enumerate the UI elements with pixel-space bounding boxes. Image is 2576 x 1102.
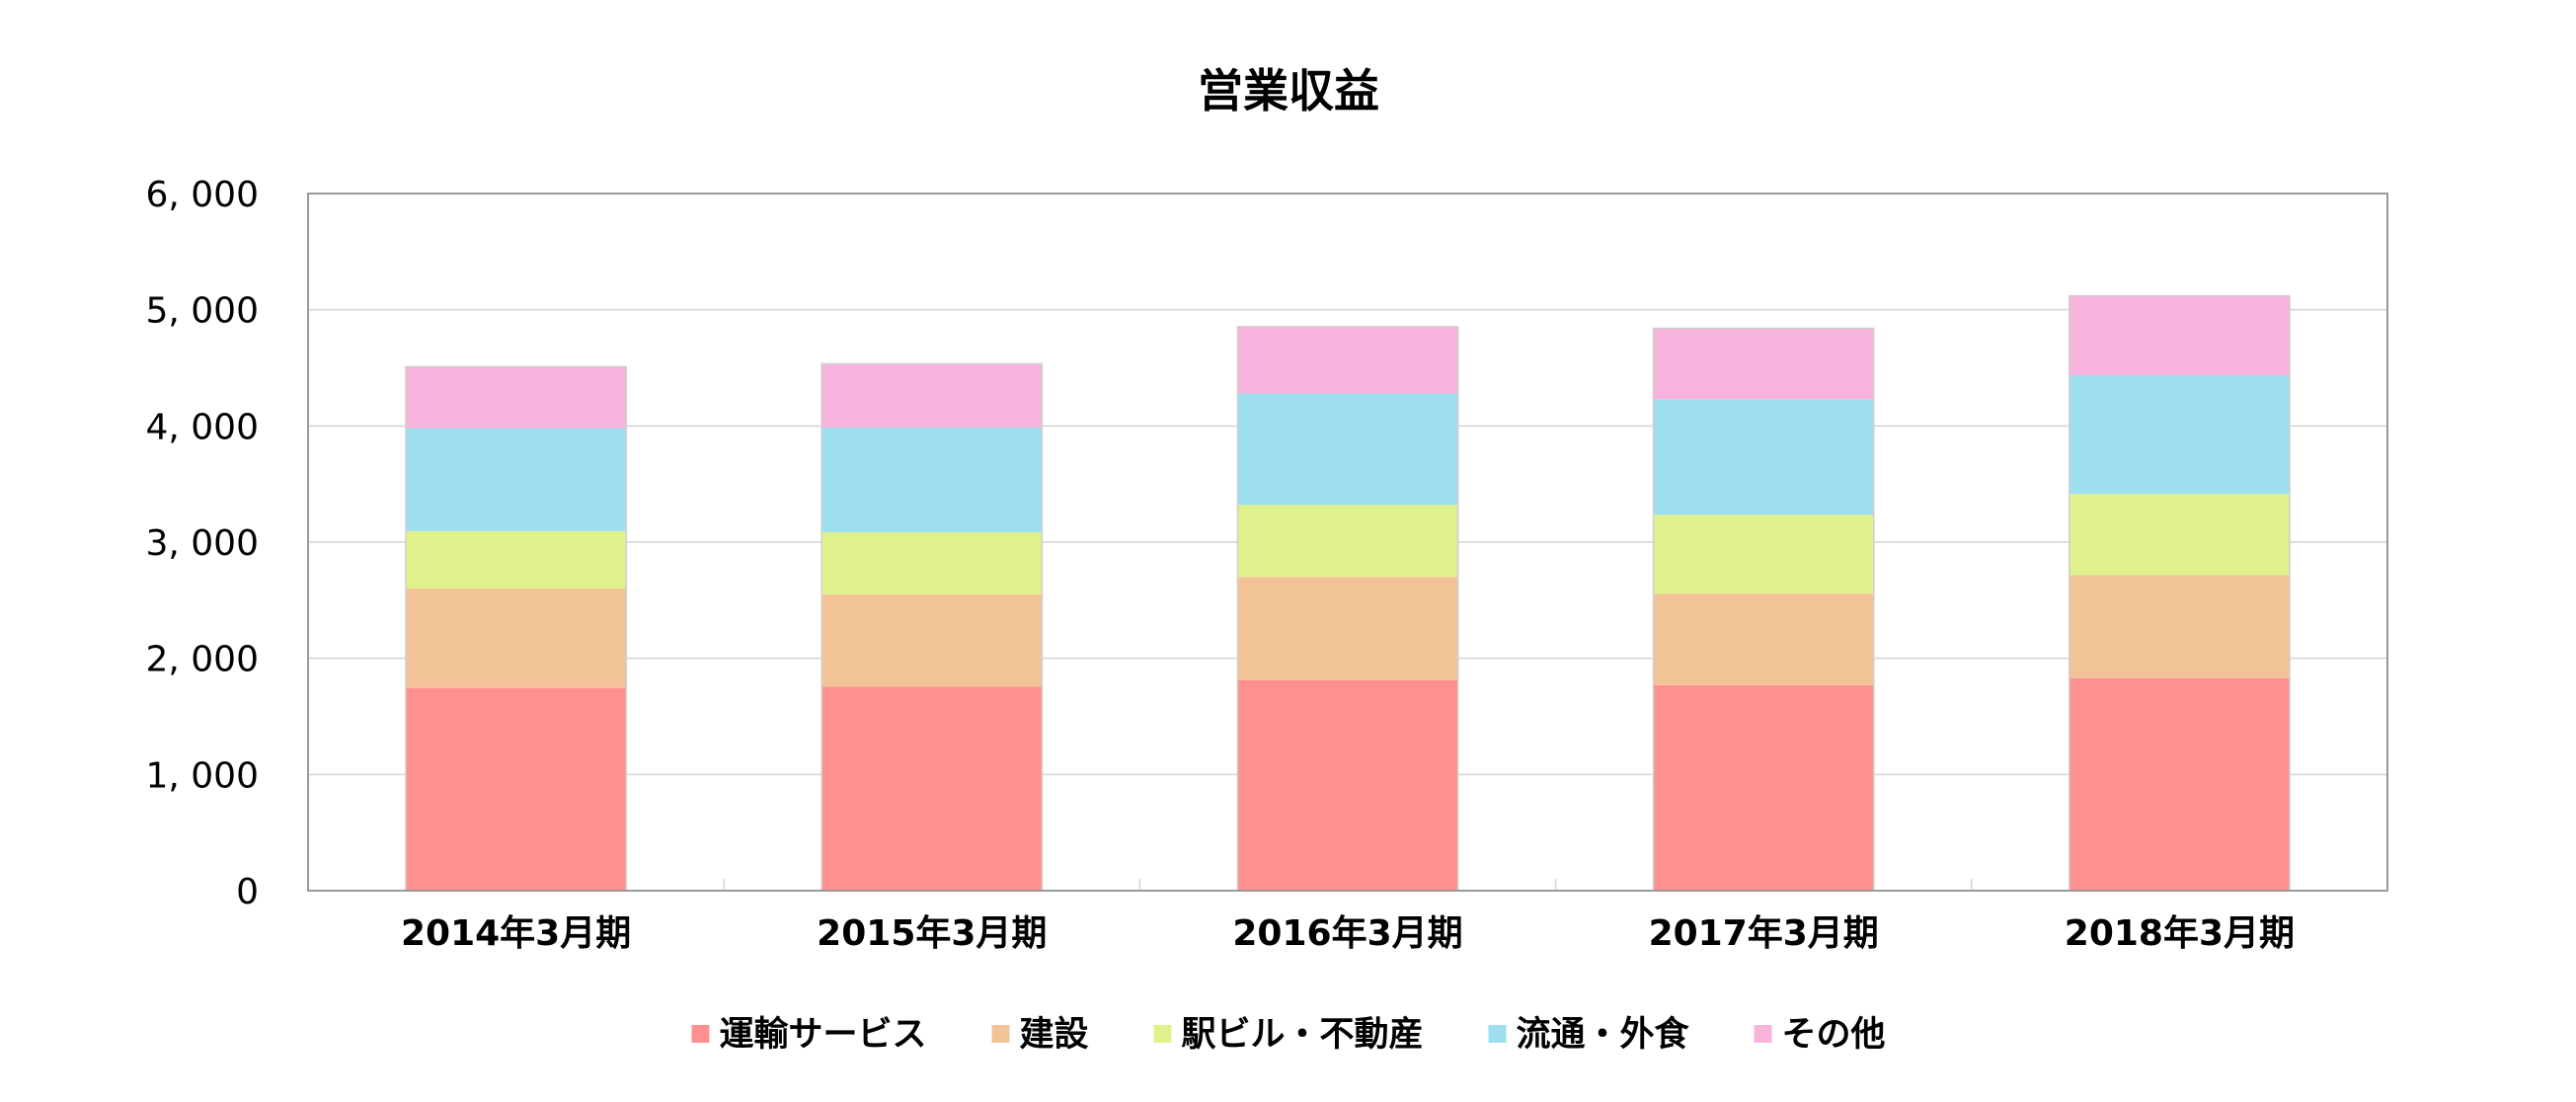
legend-label: 建設 <box>1019 1015 1088 1055</box>
bar-segment <box>2069 575 2291 678</box>
bar-segment <box>1653 399 1874 515</box>
y-tick-label: 1, 000 <box>145 755 259 796</box>
legend-swatch <box>1488 1025 1507 1043</box>
bar-segment <box>1237 680 1458 891</box>
bar-segment <box>2069 677 2291 891</box>
bar-segment <box>821 686 1043 891</box>
x-tick-label: 2017年3月期 <box>1649 913 1879 954</box>
bar-stack <box>1236 325 1459 892</box>
bar-segment <box>821 363 1043 429</box>
bar-segment <box>405 428 627 531</box>
y-tick-label: 4, 000 <box>145 407 259 447</box>
bar-segment <box>1653 593 1874 685</box>
bar-segment <box>1237 505 1458 578</box>
bars <box>405 294 2291 892</box>
x-axis-ticks: 2014年3月期 2015年3月期 2016年3月期 2017年3月期 2018年3月期 <box>401 913 2295 954</box>
legend-swatch <box>991 1025 1010 1043</box>
bar-stack <box>1652 327 1875 892</box>
bar-segment <box>821 531 1043 594</box>
y-tick-label: 2, 000 <box>145 640 259 680</box>
bar-stack <box>405 365 627 892</box>
bar-segment <box>821 428 1043 532</box>
y-tick-label: 6, 000 <box>145 175 259 215</box>
legend-item: 運輸サービス <box>691 1015 926 1055</box>
y-axis-ticks: 0 1, 000 2, 000 3, 000 4, 000 5, 000 6, 000 <box>145 175 259 912</box>
legend-item: 流通・外食 <box>1488 1014 1690 1055</box>
x-tick-label: 2015年3月期 <box>817 913 1047 954</box>
x-tick-label: 2018年3月期 <box>2065 913 2295 954</box>
legend-swatch <box>1754 1025 1772 1043</box>
legend-item: 駅ビル・不動産 <box>1153 1015 1424 1055</box>
plot-frame <box>307 193 2388 892</box>
y-tick-label: 5, 000 <box>145 291 259 332</box>
bar-segment <box>1237 577 1458 681</box>
legend-swatch <box>691 1025 710 1043</box>
bar-segment <box>2069 295 2291 376</box>
legend-item: その他 <box>1754 1015 1886 1055</box>
legend-swatch <box>1153 1025 1172 1043</box>
bar-stack <box>2069 294 2291 892</box>
legend: 運輸サービス 建設 駅ビル・不動産 流通・外食 その他 <box>691 1014 1886 1055</box>
bar-segment <box>405 589 627 688</box>
y-tick-label: 3, 000 <box>145 523 259 564</box>
bar-segment <box>1653 328 1874 400</box>
bar-segment <box>1237 393 1458 506</box>
bar-segment <box>405 687 627 891</box>
legend-label: その他 <box>1782 1015 1886 1055</box>
bar-stack <box>820 362 1044 892</box>
bar-segment <box>2069 375 2291 495</box>
bar-segment <box>1237 326 1458 394</box>
bar-segment <box>405 530 627 590</box>
chart-title: 営業収益 <box>1198 64 1379 118</box>
legend-label: 駅ビル・不動産 <box>1181 1015 1423 1055</box>
x-tick-label: 2014年3月期 <box>401 913 631 954</box>
bar-segment <box>1653 514 1874 594</box>
legend-label: 運輸サービス <box>719 1015 926 1055</box>
legend-label: 流通・外食 <box>1517 1014 1690 1055</box>
x-tick-label: 2016年3月期 <box>1232 913 1462 954</box>
bar-segment <box>821 593 1043 687</box>
bar-segment <box>405 366 627 429</box>
bar-segment <box>1653 684 1874 891</box>
y-tick-label: 0 <box>236 872 259 912</box>
bar-segment <box>2069 494 2291 576</box>
legend-item: 建設 <box>991 1015 1088 1055</box>
